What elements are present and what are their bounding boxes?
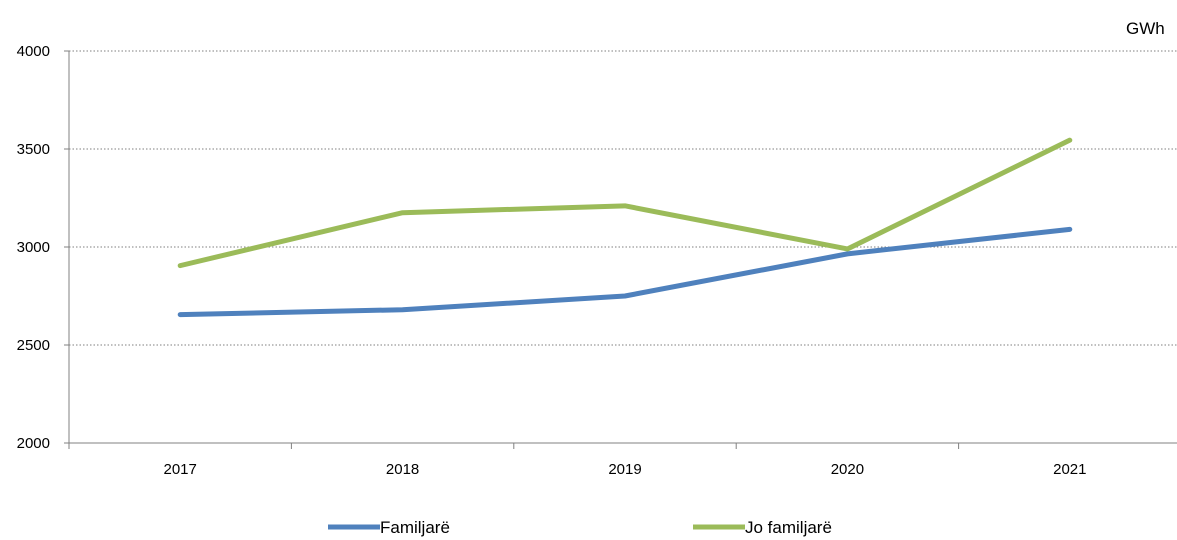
y-tick-label: 2000: [17, 435, 50, 452]
x-tick-label: 2020: [831, 461, 864, 478]
y-tick-label: 3000: [17, 239, 50, 256]
series-line-jo-familjare: [177, 137, 1073, 269]
y-tick-label: 4000: [17, 43, 50, 60]
x-tick-label: 2019: [608, 461, 641, 478]
y-tick-label: 3500: [17, 141, 50, 158]
x-axis-ticks: 2017 2018 2019 2020 2021: [68, 443, 1086, 478]
x-tick-label: 2021: [1053, 461, 1086, 478]
x-tick-label: 2017: [164, 461, 197, 478]
y-tick-label: 2500: [17, 337, 50, 354]
gridlines: [69, 50, 1177, 346]
x-tick-label: 2018: [386, 461, 419, 478]
legend-item-jo-familjare-label: Jo familjarë: [745, 518, 832, 537]
legend: Familjarë Jo familjarë: [328, 518, 832, 537]
y-axis-ticks: 2000 2500 3000 3500 4000: [17, 43, 69, 452]
unit-label: GWh: [1126, 19, 1165, 38]
series-line-familjare: [177, 226, 1073, 318]
series-lines: [177, 137, 1073, 318]
legend-item-familjare-label: Familjarë: [380, 518, 450, 537]
